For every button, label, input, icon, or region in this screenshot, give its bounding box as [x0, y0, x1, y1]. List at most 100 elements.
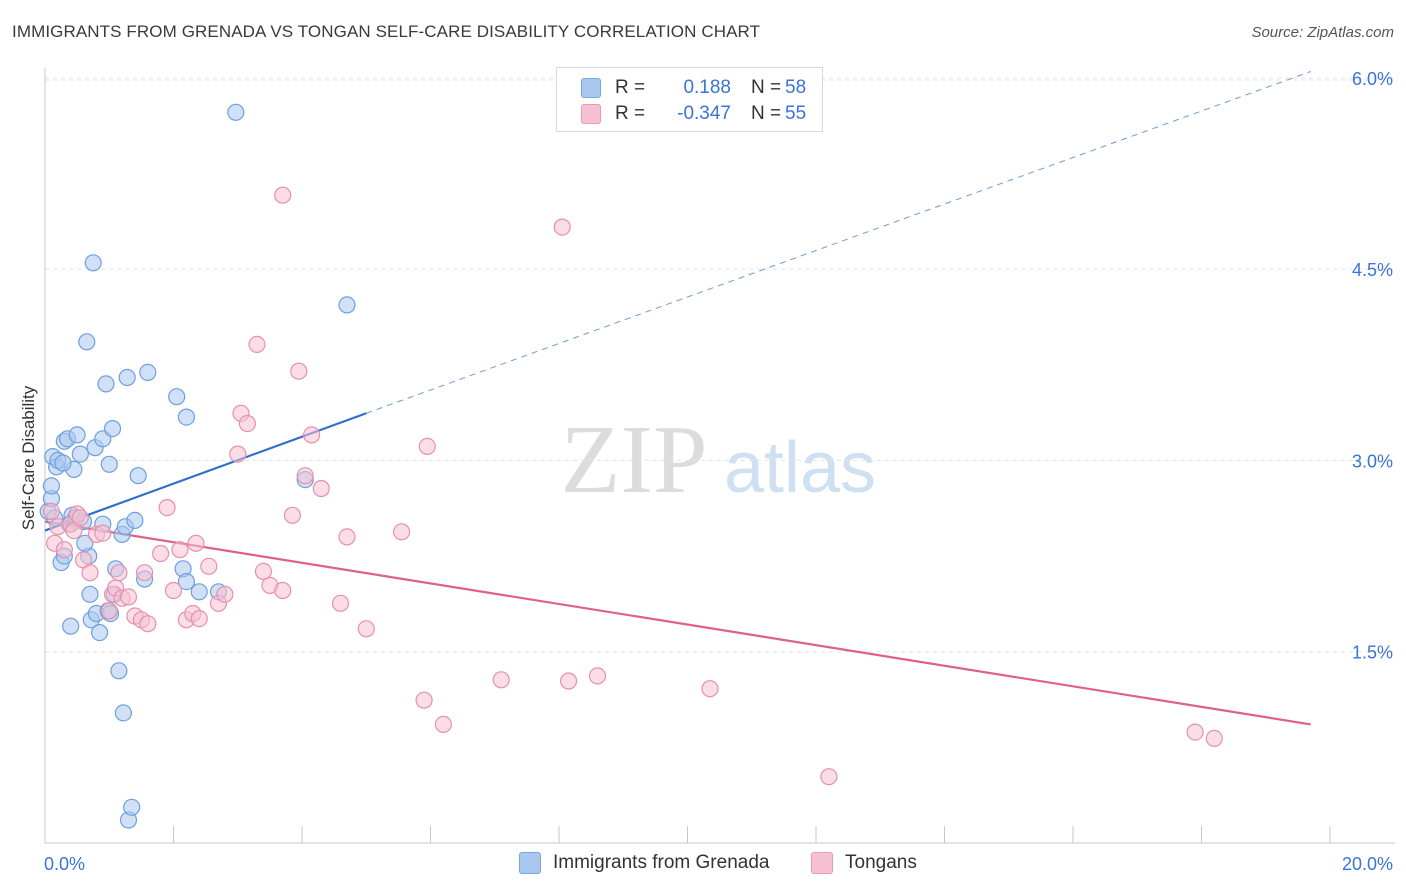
legend-n-value: 55	[785, 103, 807, 124]
tongan-point	[274, 186, 292, 204]
y-tick-label: 6.0%	[1352, 69, 1393, 89]
grenada-point	[54, 454, 72, 472]
grenada-point	[90, 623, 109, 642]
tongan-point	[238, 414, 256, 433]
legend-r-value: 0.188	[683, 77, 731, 98]
bottom-legend-swatch-grenada	[519, 852, 541, 874]
tongan-point	[42, 502, 61, 520]
tongan-point	[158, 499, 176, 517]
grenada-point	[126, 511, 144, 530]
legend-swatch-grenada	[581, 78, 601, 98]
tongan-point	[248, 335, 266, 353]
tongan-point	[1205, 729, 1223, 748]
tongan-point	[200, 557, 218, 575]
tongan-point	[553, 218, 571, 236]
tongan-point	[190, 609, 208, 628]
grenada-point	[177, 408, 195, 426]
legend-row-grenada: R = 0.188 N = 58	[581, 76, 806, 100]
tongan-point	[357, 620, 375, 638]
tongan-point	[559, 672, 578, 690]
grenada-point	[177, 572, 195, 591]
watermark-atlas: atlas	[724, 428, 876, 508]
legend-row-tongans: R = -0.347 N = 55	[581, 102, 806, 126]
legend-n-label: N =	[751, 103, 782, 124]
tongan-point	[229, 445, 247, 463]
y-tick-label: 4.5%	[1352, 260, 1393, 280]
grenada-point	[118, 368, 136, 387]
bottom-legend-label-tongans: Tongans	[845, 852, 917, 873]
tongan-point	[820, 768, 838, 786]
tongan-point	[100, 602, 118, 620]
grenada-point	[42, 477, 61, 495]
tongan-point	[393, 523, 411, 541]
bottom-legend-tongans[interactable]: Tongans	[811, 852, 917, 874]
tick-labels: 1.5% 3.0% 4.5% 6.0% 0.0% 20.0%	[44, 69, 1393, 874]
tongan-point	[274, 581, 292, 600]
tongan-point	[71, 509, 89, 527]
tongan-point	[171, 541, 189, 559]
legend-n-label: N =	[751, 77, 782, 98]
tongan-point	[415, 691, 433, 709]
grenada-point	[114, 704, 133, 722]
tongan-point	[55, 541, 73, 559]
data-points	[39, 103, 1223, 829]
gridlines	[45, 77, 1395, 653]
stats-legend: R = 0.188 N = 58 R = -0.347 N = 55	[556, 67, 823, 132]
tongan-point	[139, 615, 157, 633]
grenada-point	[123, 798, 141, 816]
grenada-point	[100, 455, 118, 473]
legend-r-label: R =	[615, 77, 646, 98]
trend-lines	[44, 71, 1311, 726]
legend-r-value: -0.347	[677, 103, 731, 124]
grenada-point	[76, 534, 94, 552]
tongan-point	[119, 588, 138, 606]
source-label: Source: ZipAtlas.com	[1251, 24, 1394, 41]
tongan-point	[312, 479, 330, 498]
y-tick-label: 3.0%	[1352, 451, 1393, 471]
grenada-point	[139, 363, 157, 381]
grenada-point	[84, 254, 102, 272]
grenada-point	[78, 333, 96, 351]
tongan-point	[81, 564, 99, 582]
tongan-point	[1186, 723, 1204, 741]
tongan-point	[331, 594, 350, 612]
tongan-point	[303, 426, 321, 444]
bottom-legend-grenada[interactable]: Immigrants from Grenada	[519, 852, 769, 874]
legend-r-label: R =	[615, 103, 646, 124]
legend-swatch-tongans	[581, 104, 601, 124]
x-tick-label-min: 0.0%	[44, 854, 85, 874]
grenada-point	[338, 296, 356, 314]
bottom-legend-swatch-tongans	[811, 852, 833, 874]
grenada-point	[129, 467, 147, 485]
tongan-point	[296, 467, 314, 485]
grenada-point	[81, 585, 99, 603]
tongan-point	[216, 585, 234, 603]
grenada-trend-extension	[366, 71, 1311, 414]
grenada-point	[103, 420, 122, 438]
grenada-point	[110, 662, 128, 680]
grenada-point	[190, 583, 208, 601]
y-axis-label: Self-Care Disability	[19, 385, 38, 530]
grenada-point	[68, 426, 86, 444]
tongan-point	[94, 524, 112, 542]
tongan-point	[701, 680, 719, 698]
tongan-point	[110, 564, 128, 582]
legend-n-value: 58	[785, 77, 807, 98]
tongan-point	[492, 671, 510, 689]
tongan-point	[254, 562, 272, 581]
grenada-point	[71, 445, 89, 463]
grenada-point	[227, 103, 245, 121]
grenada-point	[97, 375, 115, 393]
y-tick-label: 1.5%	[1352, 643, 1393, 663]
grenada-point	[62, 617, 80, 635]
chart-title: IMMIGRANTS FROM GRENADA VS TONGAN SELF-C…	[12, 22, 761, 41]
tongan-point	[152, 544, 170, 563]
tongan-point	[290, 362, 308, 380]
tongan-point	[338, 528, 356, 546]
tongan-trend-line	[44, 520, 1311, 726]
tongan-point	[187, 534, 205, 552]
tongan-point	[283, 506, 301, 524]
tongan-point	[136, 564, 154, 582]
tongan-point	[434, 715, 452, 734]
